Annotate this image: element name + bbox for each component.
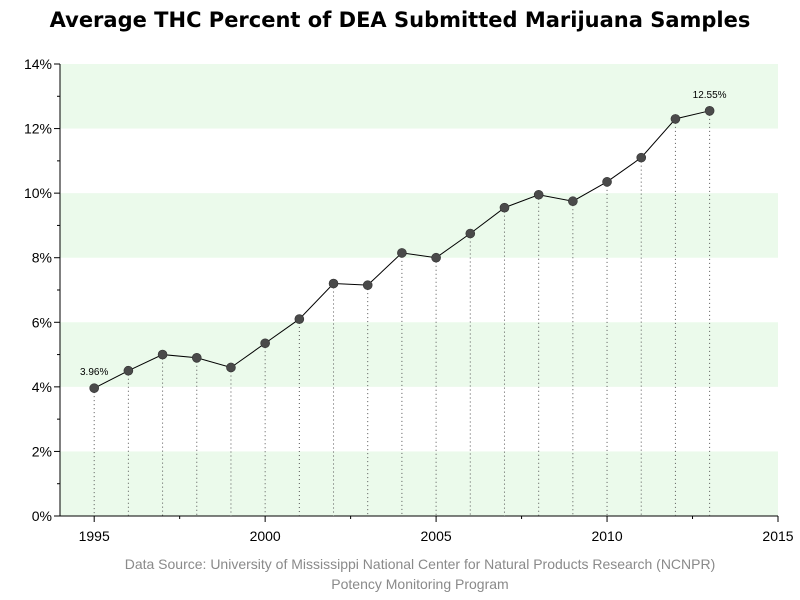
- band-1: [60, 322, 778, 387]
- y-tick-label: 14%: [24, 56, 52, 72]
- data-point: [431, 252, 441, 263]
- data-point: [260, 338, 270, 349]
- y-tick-label: 2%: [32, 443, 52, 459]
- drop-lines: [93, 110, 711, 516]
- data-point: [191, 352, 202, 363]
- data-point: [226, 362, 236, 373]
- data-label: 3.96%: [80, 367, 108, 378]
- data-source-line-2: Potency Monitoring Program: [331, 576, 509, 592]
- band-2: [60, 193, 778, 258]
- band-0: [60, 451, 778, 516]
- y-tick-label: 10%: [24, 185, 52, 201]
- data-point: [294, 314, 305, 324]
- data-point: [499, 202, 510, 213]
- data-point: [602, 177, 612, 187]
- data-source-line-1: Data Source: University of Mississippi N…: [124, 556, 716, 572]
- data-point: [89, 383, 99, 393]
- data-point: [533, 189, 544, 200]
- y-tick-label: 6%: [32, 314, 52, 330]
- data-point: [670, 114, 681, 124]
- data-point: [465, 228, 476, 239]
- y-tick-label: 12%: [24, 121, 52, 137]
- tick-labels: 0% 2% 4% 6% 8% 10% 12% 14% 1995 2000 2005 2010 2015: [24, 56, 794, 544]
- data-point: [362, 280, 373, 290]
- data-point: [123, 365, 134, 376]
- x-tick-label: 2005: [421, 528, 452, 544]
- y-tick-label: 8%: [32, 250, 52, 266]
- y-tick-label: 4%: [32, 379, 52, 395]
- chart-title: Average THC Percent of DEA Submitted Mar…: [49, 8, 751, 32]
- x-tick-label: 2015: [762, 528, 793, 544]
- data-point: [704, 106, 715, 116]
- data-point: [636, 152, 647, 163]
- x-tick-label: 2000: [250, 528, 281, 544]
- data-point: [397, 248, 407, 258]
- axes: [54, 63, 779, 522]
- background-bands: [60, 64, 778, 516]
- data-point: [157, 349, 168, 360]
- x-tick-label: 1995: [79, 528, 110, 544]
- data-point: [328, 278, 339, 289]
- x-tick-label: 2010: [591, 528, 622, 544]
- data-points: [89, 106, 715, 393]
- y-tick-label: 0%: [32, 508, 52, 524]
- data-label: 12.55%: [693, 90, 727, 101]
- data-labels: 3.96% 12.55%: [80, 90, 727, 378]
- data-point: [568, 196, 578, 207]
- band-3: [60, 64, 778, 129]
